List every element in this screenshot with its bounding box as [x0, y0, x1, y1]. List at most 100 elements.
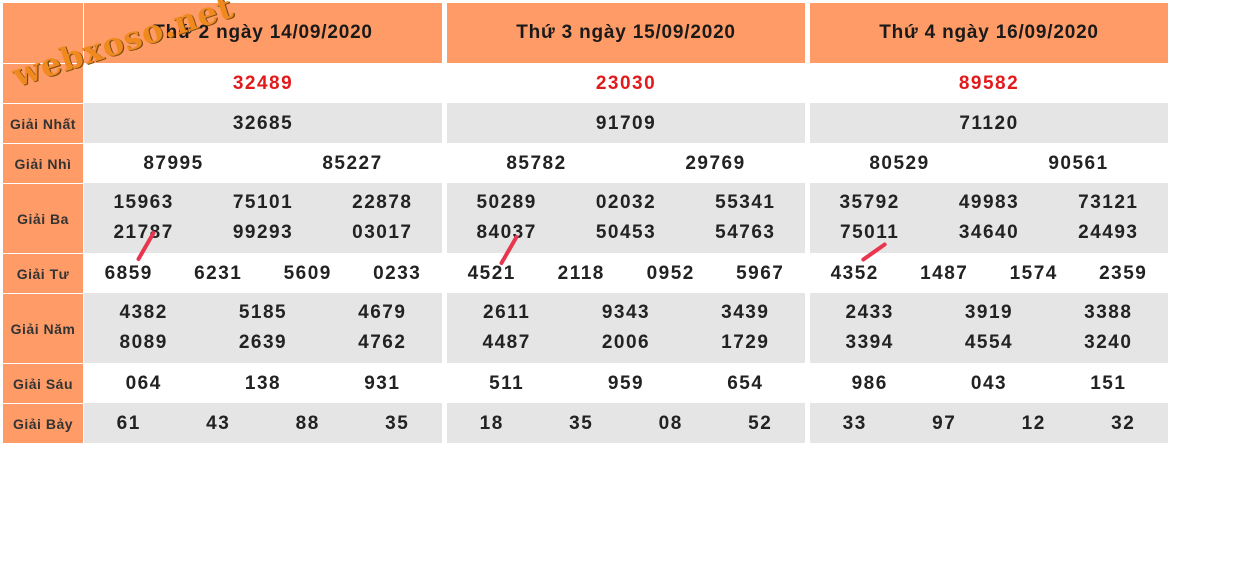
prize-number: 3439	[721, 302, 770, 323]
column-title: Thứ 3 ngày 15/09/2020	[447, 3, 805, 64]
prize-number: 32685	[232, 112, 294, 134]
label-giai-bay: Giải Bảy	[3, 404, 83, 444]
prize-number: 08	[658, 412, 683, 434]
prize-number: 35	[385, 412, 410, 434]
prize-labels-column: Giải Nhất Giải Nhì Giải Ba Giải Tư Giải …	[3, 3, 83, 444]
giai-nam-row: 2611 9343 3439 4487 2006 1729	[447, 294, 805, 364]
prize-number: 55341	[715, 192, 776, 213]
label-header-blank	[3, 3, 83, 64]
column-title: Thứ 4 ngày 16/09/2020	[810, 3, 1168, 64]
prize-number: 0233	[373, 262, 422, 284]
prize-number: 2006	[601, 332, 651, 353]
prize-number: 4382	[119, 302, 168, 323]
prize-number: 15963	[113, 192, 174, 213]
prize-number: 02032	[595, 192, 657, 213]
giai-tu-row: 4521 2118 0952 5967	[447, 254, 805, 294]
prize-number: 90561	[1048, 152, 1109, 174]
giai-bay-row: 18 35 08 52	[447, 404, 805, 444]
giai-nhat-row: 71120	[810, 104, 1168, 144]
column-title: Thứ 2 ngày 14/09/2020	[84, 3, 442, 64]
special-prize-row: 23030	[447, 64, 805, 104]
giai-nhat-row: 32685	[84, 104, 442, 144]
prize-number: 043	[970, 372, 1008, 394]
prize-number: 5967	[736, 262, 785, 284]
prize-number: 75101	[232, 192, 294, 213]
prize-number: 03017	[352, 222, 413, 243]
prize-number: 32	[1111, 412, 1136, 434]
prize-number: 4487	[482, 332, 531, 353]
prize-number: 75011	[840, 222, 900, 243]
prize-number: 3388	[1084, 302, 1133, 323]
prize-number: 99293	[232, 222, 294, 243]
prize-number: 85227	[322, 152, 383, 174]
prize-number: 9343	[601, 302, 651, 323]
prize-number: 12	[1021, 412, 1046, 434]
giai-ba-row: 15963 75101 22878 21787 99293 03017	[84, 184, 442, 254]
label-giai-tu: Giải Tư	[3, 254, 83, 294]
giai-bay-row: 33 97 12 32	[810, 404, 1168, 444]
prize-number: 959	[607, 372, 645, 394]
prize-number: 064	[125, 372, 162, 394]
special-prize-row: 32489	[84, 64, 442, 104]
prize-number: 50289	[476, 192, 537, 213]
prize-number: 3240	[1084, 332, 1133, 353]
prize-number: 85782	[506, 152, 567, 174]
prize-number: 35792	[839, 192, 900, 213]
prize-number: 5609	[283, 262, 332, 284]
prize-number: 5185	[238, 302, 288, 323]
prize-number: 6859	[104, 262, 153, 284]
prize-number: 22878	[352, 192, 413, 213]
giai-nhat-row: 91709	[447, 104, 805, 144]
prize-number: 0952	[646, 262, 695, 284]
prize-number: 2433	[845, 302, 894, 323]
prize-number: 2639	[238, 332, 288, 353]
prize-number: 2118	[557, 262, 605, 284]
giai-tu-row: 4352 1487 1574 2359	[810, 254, 1168, 294]
prize-number: 138	[244, 372, 282, 394]
prize-number: 50453	[595, 222, 657, 243]
prize-number: 2611	[483, 302, 531, 323]
prize-number: 21787	[113, 222, 174, 243]
prize-number: 87995	[143, 152, 204, 174]
prize-number: 6231	[194, 262, 243, 284]
giai-sau-row: 511 959 654	[447, 364, 805, 404]
giai-nhi-row: 80529 90561	[810, 144, 1168, 184]
prize-number: 33	[842, 412, 867, 434]
prize-number: 8089	[119, 332, 168, 353]
prize-number: 4521	[467, 262, 516, 284]
label-giai-nhat: Giải Nhất	[3, 104, 83, 144]
label-special-blank	[3, 64, 83, 104]
prize-number: 4762	[358, 332, 407, 353]
label-giai-ba: Giải Ba	[3, 184, 83, 254]
giai-ba-row: 50289 02032 55341 84037 50453 54763	[447, 184, 805, 254]
special-prize-number: 23030	[595, 72, 657, 94]
prize-number: 1729	[721, 332, 770, 353]
prize-number: 24493	[1078, 222, 1139, 243]
giai-nhi-row: 85782 29769	[447, 144, 805, 184]
giai-nhi-row: 87995 85227	[84, 144, 442, 184]
prize-number: 151	[1090, 372, 1127, 394]
prize-number: 654	[727, 372, 764, 394]
prize-number: 4679	[358, 302, 407, 323]
prize-number: 931	[364, 372, 401, 394]
giai-sau-row: 986 043 151	[810, 364, 1168, 404]
special-prize-number: 89582	[958, 72, 1020, 94]
results-column-1: Thứ 2 ngày 14/09/2020 32489 32685 87995 …	[84, 3, 442, 444]
prize-number: 3394	[845, 332, 894, 353]
prize-number: 49983	[958, 192, 1020, 213]
giai-nam-row: 4382 5185 4679 8089 2639 4762	[84, 294, 442, 364]
prize-number: 35	[569, 412, 594, 434]
results-column-3: Thứ 4 ngày 16/09/2020 89582 71120 80529 …	[810, 3, 1168, 444]
special-prize-row: 89582	[810, 64, 1168, 104]
giai-bay-row: 61 43 88 35	[84, 404, 442, 444]
prize-number: 3919	[964, 302, 1014, 323]
label-giai-nam: Giải Năm	[3, 294, 83, 364]
prize-number: 511	[489, 372, 525, 394]
prize-number: 1574	[1009, 262, 1058, 284]
prize-number: 43	[206, 412, 231, 434]
prize-number: 34640	[958, 222, 1020, 243]
prize-number: 2359	[1099, 262, 1148, 284]
special-prize-number: 32489	[232, 72, 294, 94]
prize-number: 986	[851, 372, 888, 394]
prize-number: 73121	[1078, 192, 1139, 213]
